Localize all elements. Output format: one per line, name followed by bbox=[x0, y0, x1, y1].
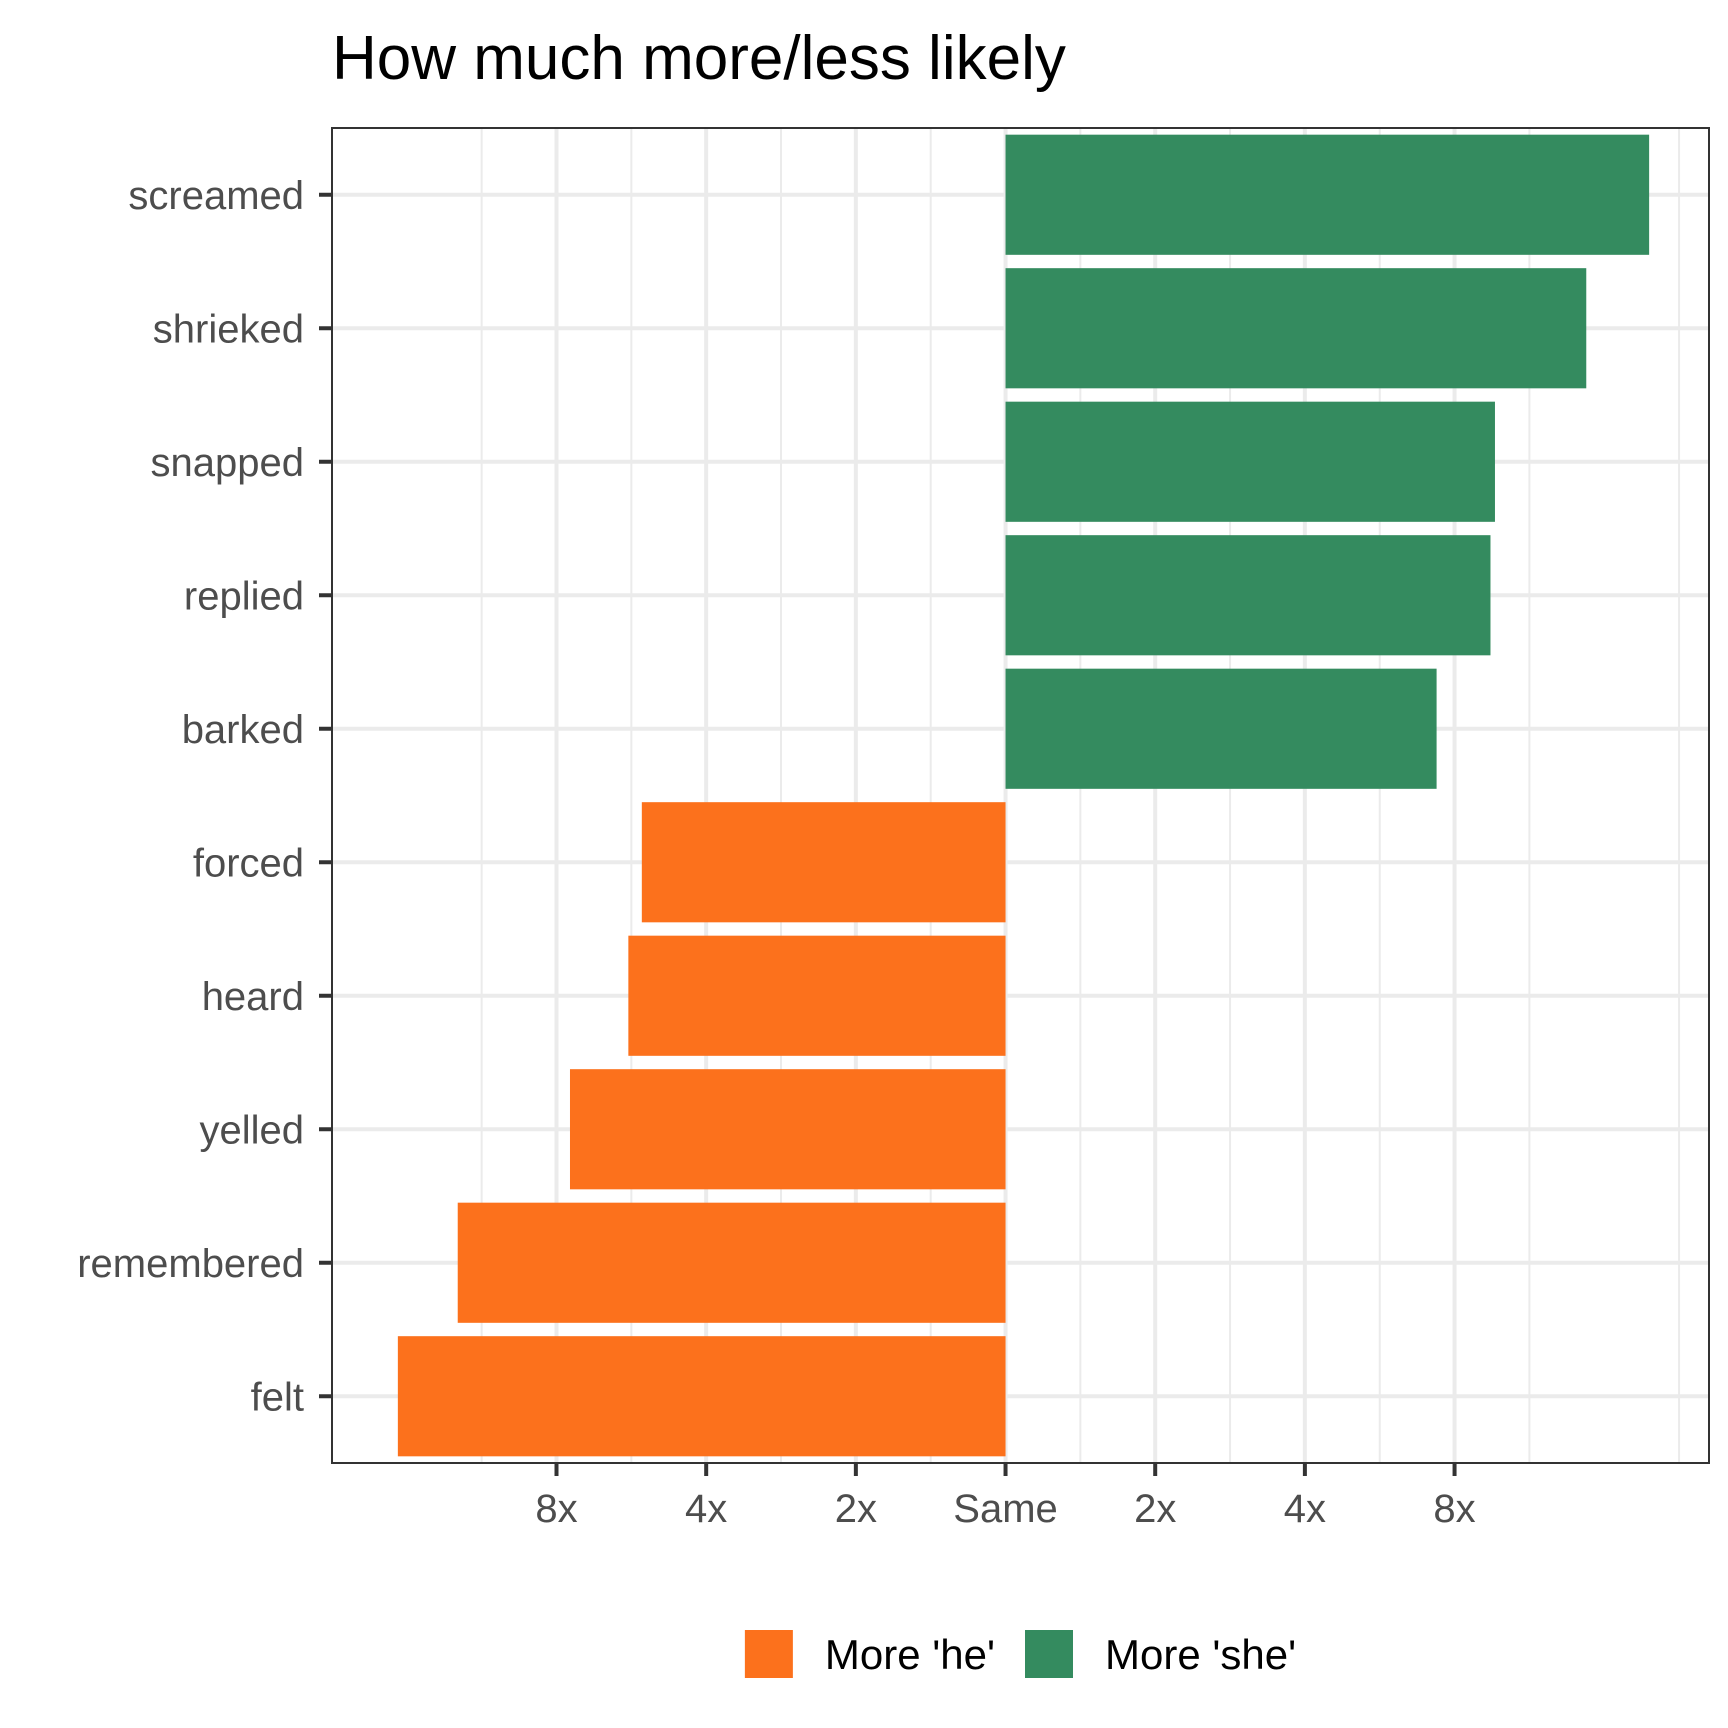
bars bbox=[397, 134, 1650, 1457]
y-tick-label: replied bbox=[184, 574, 304, 618]
legend-label-she: More 'she' bbox=[1105, 1631, 1296, 1678]
legend-key-she bbox=[1025, 1630, 1073, 1678]
x-tick-label: 8x bbox=[1433, 1487, 1475, 1531]
bar-snapped bbox=[1005, 401, 1495, 522]
legend: More 'he' More 'she' bbox=[744, 1630, 1296, 1678]
x-tick-label: 2x bbox=[835, 1487, 877, 1531]
y-tick-label: screamed bbox=[128, 174, 304, 218]
panel-border bbox=[331, 127, 1710, 1464]
y-axis: screamed shrieked snapped replied barked forc… bbox=[77, 174, 332, 1419]
x-tick-label: Same bbox=[953, 1487, 1058, 1531]
y-tick-label: heard bbox=[202, 975, 304, 1019]
y-tick-label: felt bbox=[251, 1375, 304, 1419]
legend-item-he: More 'he' bbox=[744, 1630, 995, 1678]
bar-shrieked bbox=[1005, 268, 1587, 389]
y-tick-label: forced bbox=[193, 841, 304, 885]
y-tick-label: remembered bbox=[77, 1242, 304, 1286]
bar-forced bbox=[641, 802, 1006, 923]
legend-label-he: More 'he' bbox=[825, 1631, 995, 1678]
y-tick-label: snapped bbox=[151, 441, 304, 485]
x-tick-label: 4x bbox=[1284, 1487, 1326, 1531]
y-tick-label: barked bbox=[182, 708, 304, 752]
bar-screamed bbox=[1005, 134, 1650, 255]
bar-remembered bbox=[457, 1202, 1006, 1323]
legend-key-he bbox=[744, 1630, 793, 1678]
y-tick-label: shrieked bbox=[153, 307, 304, 351]
legend-item-she: More 'she' bbox=[1025, 1630, 1296, 1678]
x-axis: 8x 4x 2x Same 2x 4x 8x bbox=[535, 1463, 1476, 1531]
x-tick-label: 4x bbox=[685, 1487, 727, 1531]
bar-yelled bbox=[569, 1069, 1006, 1190]
bar-barked bbox=[1005, 668, 1437, 789]
bar-felt bbox=[397, 1336, 1006, 1457]
chart-title: How much more/less likely bbox=[332, 24, 1066, 93]
x-tick-label: 8x bbox=[535, 1487, 577, 1531]
x-tick-label: 2x bbox=[1134, 1487, 1176, 1531]
bar-heard bbox=[628, 935, 1006, 1056]
bar-replied bbox=[1005, 535, 1491, 656]
y-tick-label: yelled bbox=[199, 1108, 304, 1152]
